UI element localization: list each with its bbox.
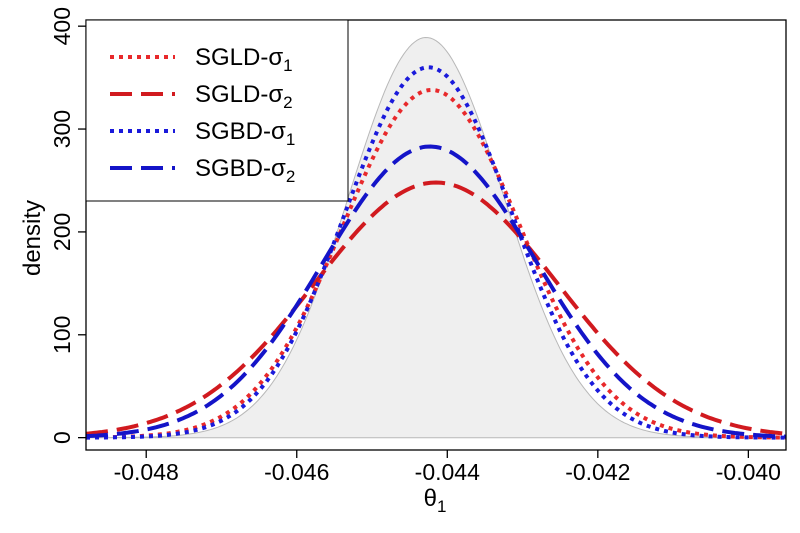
plot-frame <box>85 19 787 451</box>
posterior-density-area <box>85 36 787 439</box>
series-layer <box>85 65 787 440</box>
legend-label-1: SGLD-σ1 <box>195 44 293 75</box>
y-tick-label: 100 <box>49 316 75 354</box>
x-tick-label: -0.048 <box>114 459 179 485</box>
legend-label-2: SGLD-σ2 <box>195 81 293 112</box>
y-tick-label: 300 <box>49 110 75 148</box>
x-tick-label: -0.042 <box>565 459 630 485</box>
series-line-3 <box>86 65 786 440</box>
series-line-1 <box>86 88 786 440</box>
x-tick-label: -0.046 <box>264 459 329 485</box>
y-tick-label: 200 <box>49 213 75 251</box>
legend-label-3: SGBD-σ1 <box>195 118 295 149</box>
x-axis: -0.048 -0.046 -0.044 -0.042 -0.040 <box>114 450 781 485</box>
series-line-4 <box>85 144 787 439</box>
legend-box <box>85 19 349 202</box>
x-tick-label: -0.044 <box>415 459 480 485</box>
y-axis-title: density <box>19 200 46 276</box>
series-line-2 <box>85 180 787 436</box>
y-axis: 0 100 200 300 400 <box>49 7 86 444</box>
x-tick-label: -0.040 <box>716 459 781 485</box>
y-tick-label: 0 <box>49 431 75 444</box>
legend: SGLD-σ1 SGLD-σ2 SGBD-σ1 SGBD-σ2 <box>85 19 349 202</box>
x-axis-title: θ1 <box>424 485 447 516</box>
legend-label-4: SGBD-σ2 <box>195 155 295 186</box>
posterior-area-layer <box>85 36 787 439</box>
y-tick-label: 400 <box>49 7 75 45</box>
